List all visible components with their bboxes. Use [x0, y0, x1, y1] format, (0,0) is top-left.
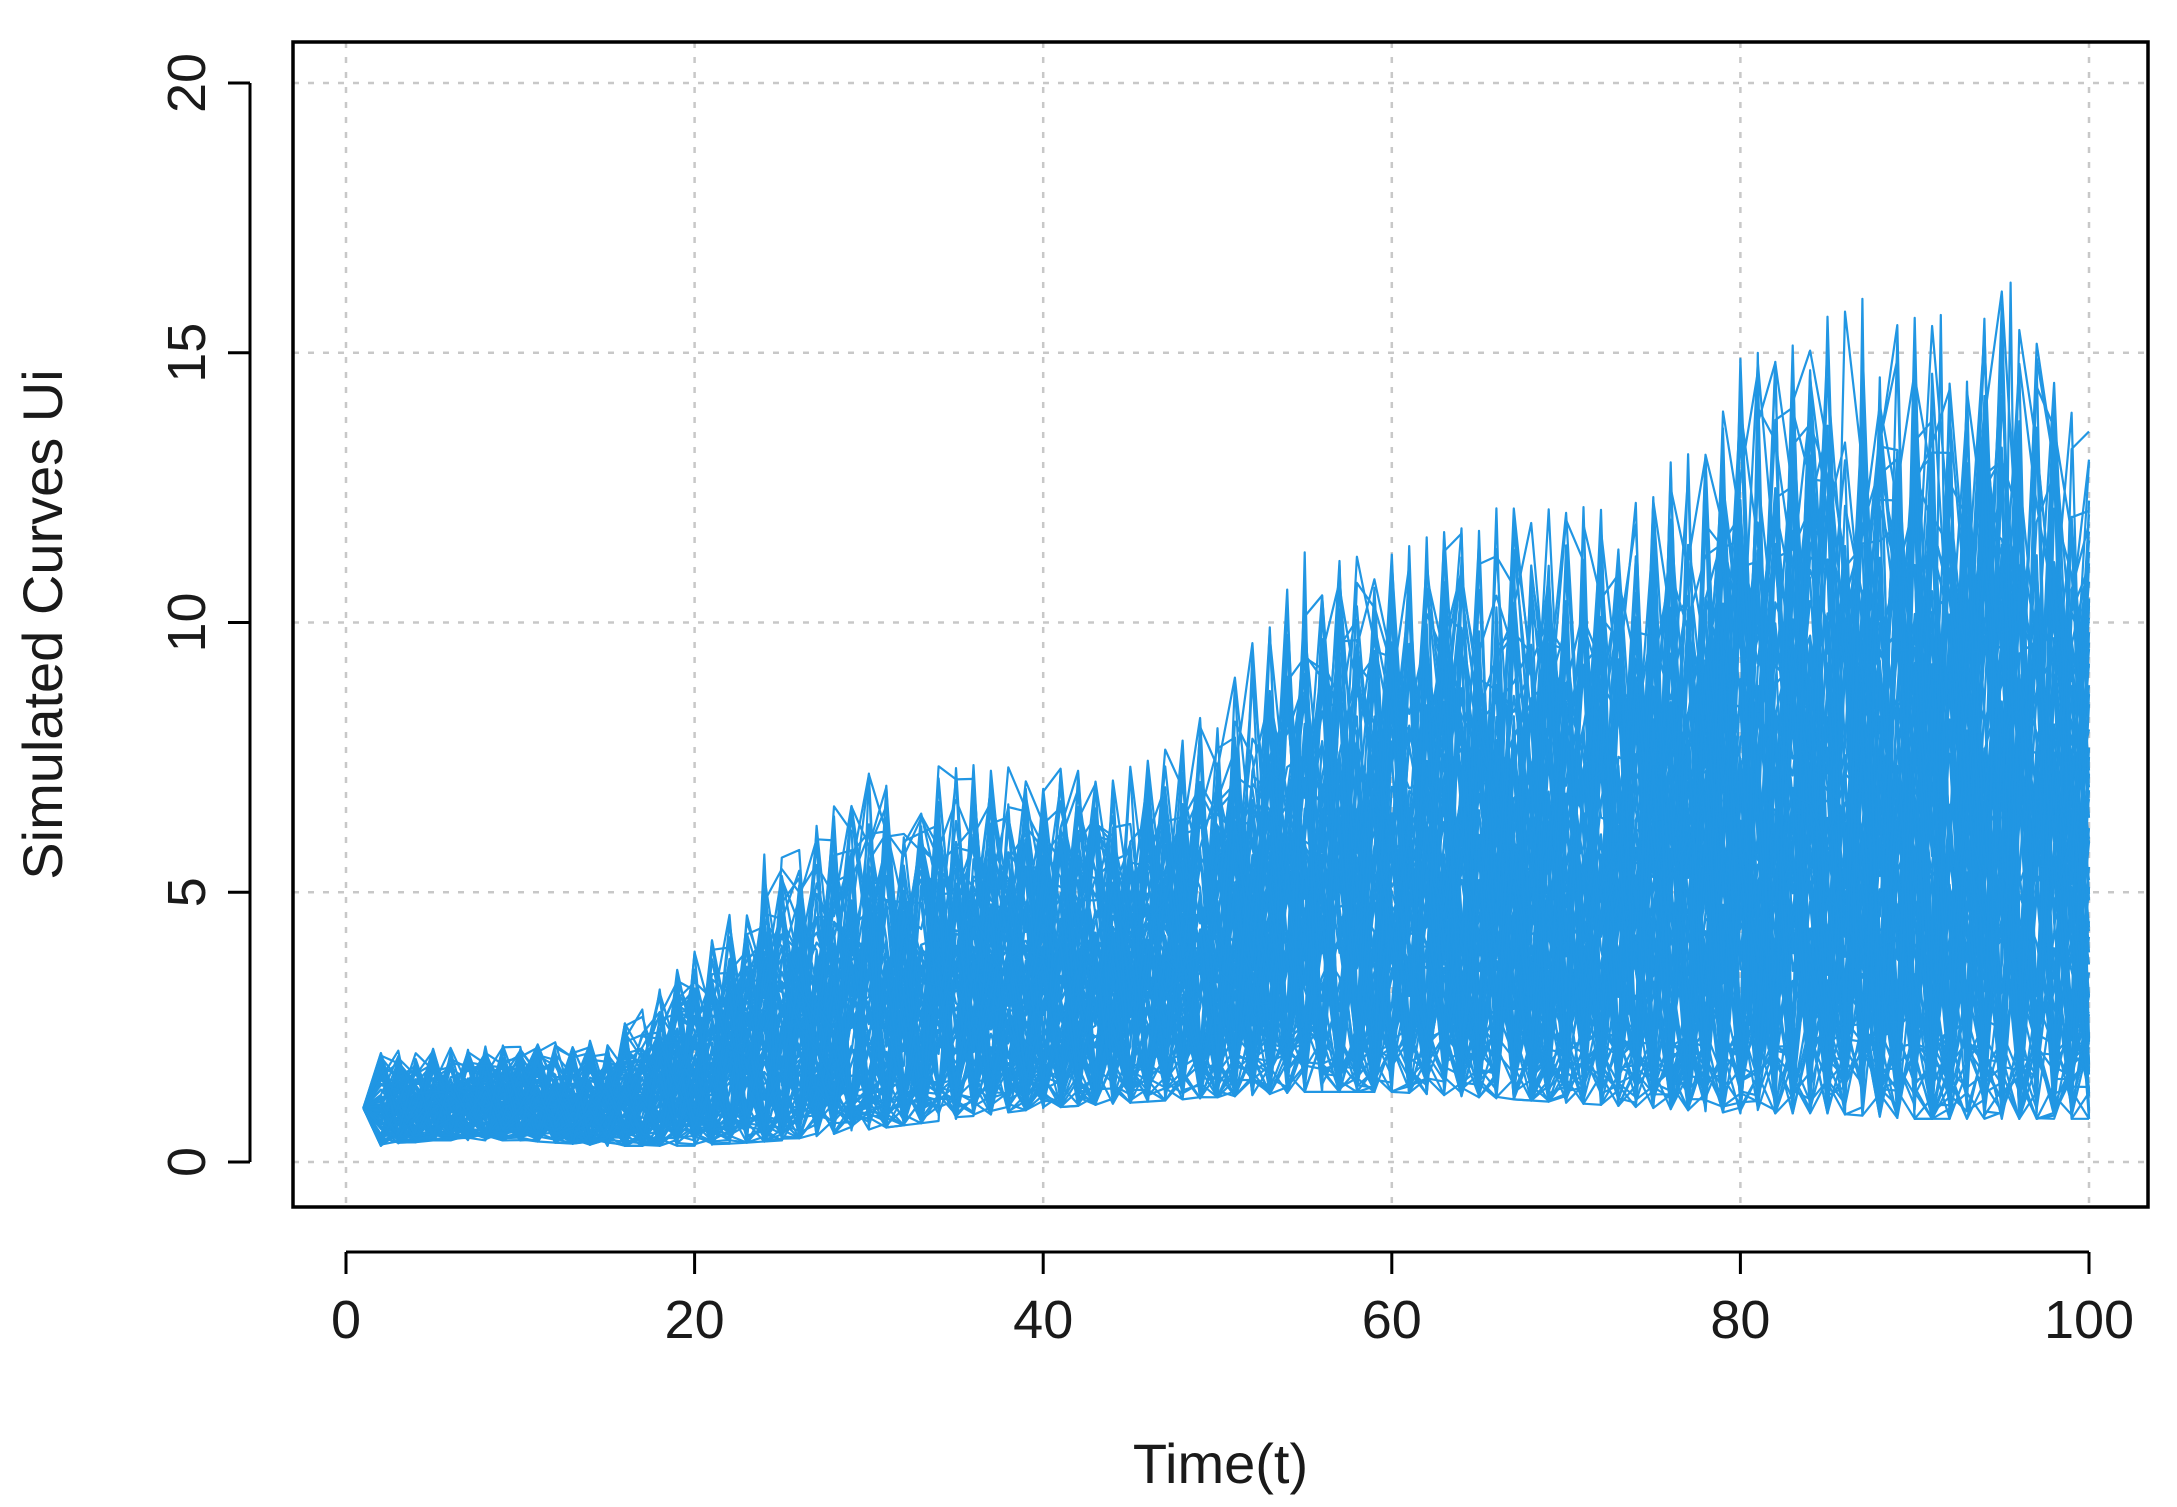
simulated-curve-peak	[1999, 281, 2023, 1055]
simulated-curve	[363, 311, 2091, 1142]
y-axis: 0 5 10 15 20	[157, 53, 252, 1177]
simulated-curve-peak	[1929, 313, 1953, 1055]
simulated-curve-peak	[752, 853, 776, 1077]
x-tick-label: 80	[1710, 1290, 1770, 1350]
y-tick-label: 15	[157, 323, 217, 383]
y-tick-label: 10	[157, 592, 217, 652]
y-tick-label: 20	[157, 53, 217, 113]
simulated-curve-peak	[1746, 351, 1770, 1049]
simulated-curves	[362, 281, 2091, 1147]
y-tick-label: 5	[157, 877, 217, 907]
x-tick-label: 100	[2044, 1290, 2134, 1350]
simulated-curve	[362, 377, 2091, 1147]
simulated-curve	[362, 409, 2090, 1140]
x-tick-label: 0	[331, 1290, 361, 1350]
simulated-curve-peak	[683, 950, 707, 1082]
simulated-curve	[362, 453, 2091, 1145]
plot-frame	[291, 40, 2150, 1209]
y-axis-title: Simulated Curves Ui	[11, 369, 74, 879]
y-tick-label: 0	[157, 1147, 217, 1177]
simulated-curve-peak	[857, 772, 881, 1065]
simulated-curve	[362, 456, 2090, 1141]
x-tick-label: 60	[1362, 1290, 1422, 1350]
x-axis: 0 20 40 60 80 100	[331, 1250, 2134, 1350]
x-tick-label: 40	[1013, 1290, 1073, 1350]
x-axis-title: Time(t)	[1133, 1432, 1308, 1495]
simulated-curve-peak	[1293, 551, 1317, 1028]
x-tick-label: 20	[665, 1290, 725, 1350]
simulated-curve	[363, 342, 2091, 1142]
simulated-curve-peak	[1850, 297, 1874, 1051]
simulated-curve	[362, 544, 2091, 1147]
